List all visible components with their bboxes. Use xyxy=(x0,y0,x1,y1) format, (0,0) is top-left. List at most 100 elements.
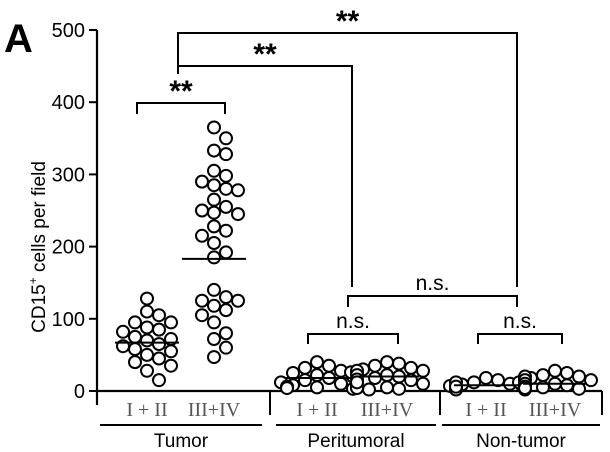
data-point xyxy=(467,375,481,390)
data-point xyxy=(195,203,209,218)
data-point xyxy=(219,245,233,260)
data-point xyxy=(219,326,233,341)
data-point xyxy=(164,315,178,330)
data-point xyxy=(152,322,166,337)
data-point xyxy=(392,381,406,396)
data-point xyxy=(207,143,221,158)
data-point xyxy=(416,376,430,391)
data-point xyxy=(207,250,221,265)
data-point xyxy=(231,293,245,308)
y-tick-label: 400 xyxy=(52,92,85,114)
y-tick-label: 300 xyxy=(52,164,85,186)
data-point xyxy=(298,360,312,375)
data-point xyxy=(479,371,493,386)
data-point xyxy=(536,368,550,383)
data-point xyxy=(164,344,178,359)
data-point xyxy=(380,355,394,370)
data-point xyxy=(195,174,209,189)
data-point xyxy=(207,350,221,365)
data-point xyxy=(128,342,142,357)
significance-label: ** xyxy=(336,5,360,38)
data-point xyxy=(416,363,430,378)
data-point xyxy=(584,373,598,388)
data-point xyxy=(219,147,233,162)
data-point xyxy=(140,291,154,306)
data-point xyxy=(140,320,154,335)
data-point xyxy=(207,315,221,330)
x-subgroup-label: III+IV xyxy=(188,399,241,421)
data-point xyxy=(310,368,324,383)
data-point xyxy=(140,347,154,362)
axes: 0 100 200 300 400 500 xyxy=(52,20,603,415)
data-point xyxy=(219,131,233,146)
median-lines xyxy=(115,257,587,387)
x-group-label: Peritumoral xyxy=(307,431,404,452)
data-point xyxy=(152,373,166,388)
data-point xyxy=(334,376,348,391)
data-point xyxy=(128,329,142,344)
data-point xyxy=(219,223,233,238)
data-point xyxy=(207,163,221,178)
significance-label: n.s. xyxy=(503,310,537,333)
significance-bracket xyxy=(307,333,399,344)
data-point xyxy=(140,363,154,378)
y-axis-title-superscript: + xyxy=(26,277,40,284)
data-point xyxy=(298,373,312,388)
data-point xyxy=(362,382,376,397)
data-point xyxy=(231,183,245,198)
x-axis-labels: I + II III+IV Tumor I + II III+IV Peritumoral… xyxy=(100,399,600,452)
data-marks xyxy=(116,120,598,397)
data-point xyxy=(280,381,294,396)
data-point xyxy=(219,168,233,183)
data-point xyxy=(572,369,586,384)
x-subgroup-label: III+IV xyxy=(529,399,582,421)
y-axis-title: CD15+ cells per field xyxy=(26,161,50,333)
data-point xyxy=(207,235,221,250)
x-subgroup-label: I + II xyxy=(465,399,506,421)
data-point xyxy=(449,379,463,394)
y-tick-label: 200 xyxy=(52,237,85,259)
panel-label: A xyxy=(4,17,33,61)
data-point xyxy=(207,178,221,193)
significance-brackets: ** ** ** n.s. n.s. n.s. xyxy=(136,5,563,344)
data-point xyxy=(152,308,166,323)
data-point xyxy=(207,332,221,347)
significance-bracket xyxy=(347,295,518,307)
data-point xyxy=(195,308,209,323)
x-group-label: Non-tumor xyxy=(476,431,566,452)
data-point xyxy=(368,358,382,373)
data-point xyxy=(207,205,221,220)
y-tick-label: 500 xyxy=(52,20,85,42)
data-point xyxy=(219,303,233,318)
data-point xyxy=(195,228,209,243)
significance-label: n.s. xyxy=(416,272,450,295)
data-point xyxy=(152,337,166,352)
data-point xyxy=(310,355,324,370)
data-point xyxy=(310,380,324,395)
data-point xyxy=(140,333,154,348)
data-point xyxy=(195,293,209,308)
data-point xyxy=(518,381,532,396)
data-point xyxy=(128,315,142,330)
data-point xyxy=(548,363,562,378)
data-point xyxy=(560,365,574,380)
data-point xyxy=(322,358,336,373)
y-tick-label: 0 xyxy=(74,381,85,403)
significance-label: ** xyxy=(253,38,277,71)
x-subgroup-label: III+IV xyxy=(361,399,414,421)
x-subgroup-label: I + II xyxy=(126,399,167,421)
data-point xyxy=(207,192,221,207)
data-point xyxy=(368,371,382,386)
x-group-label: Tumor xyxy=(154,431,209,452)
significance-label: ** xyxy=(169,75,193,108)
data-point xyxy=(152,351,166,366)
data-point xyxy=(207,282,221,297)
significance-bracket xyxy=(136,102,226,114)
significance-label: n.s. xyxy=(336,310,370,333)
data-point xyxy=(219,340,233,355)
significance-bracket xyxy=(177,32,518,287)
data-point xyxy=(380,368,394,383)
data-point xyxy=(116,324,130,339)
data-point xyxy=(404,360,418,375)
data-point xyxy=(560,378,574,393)
